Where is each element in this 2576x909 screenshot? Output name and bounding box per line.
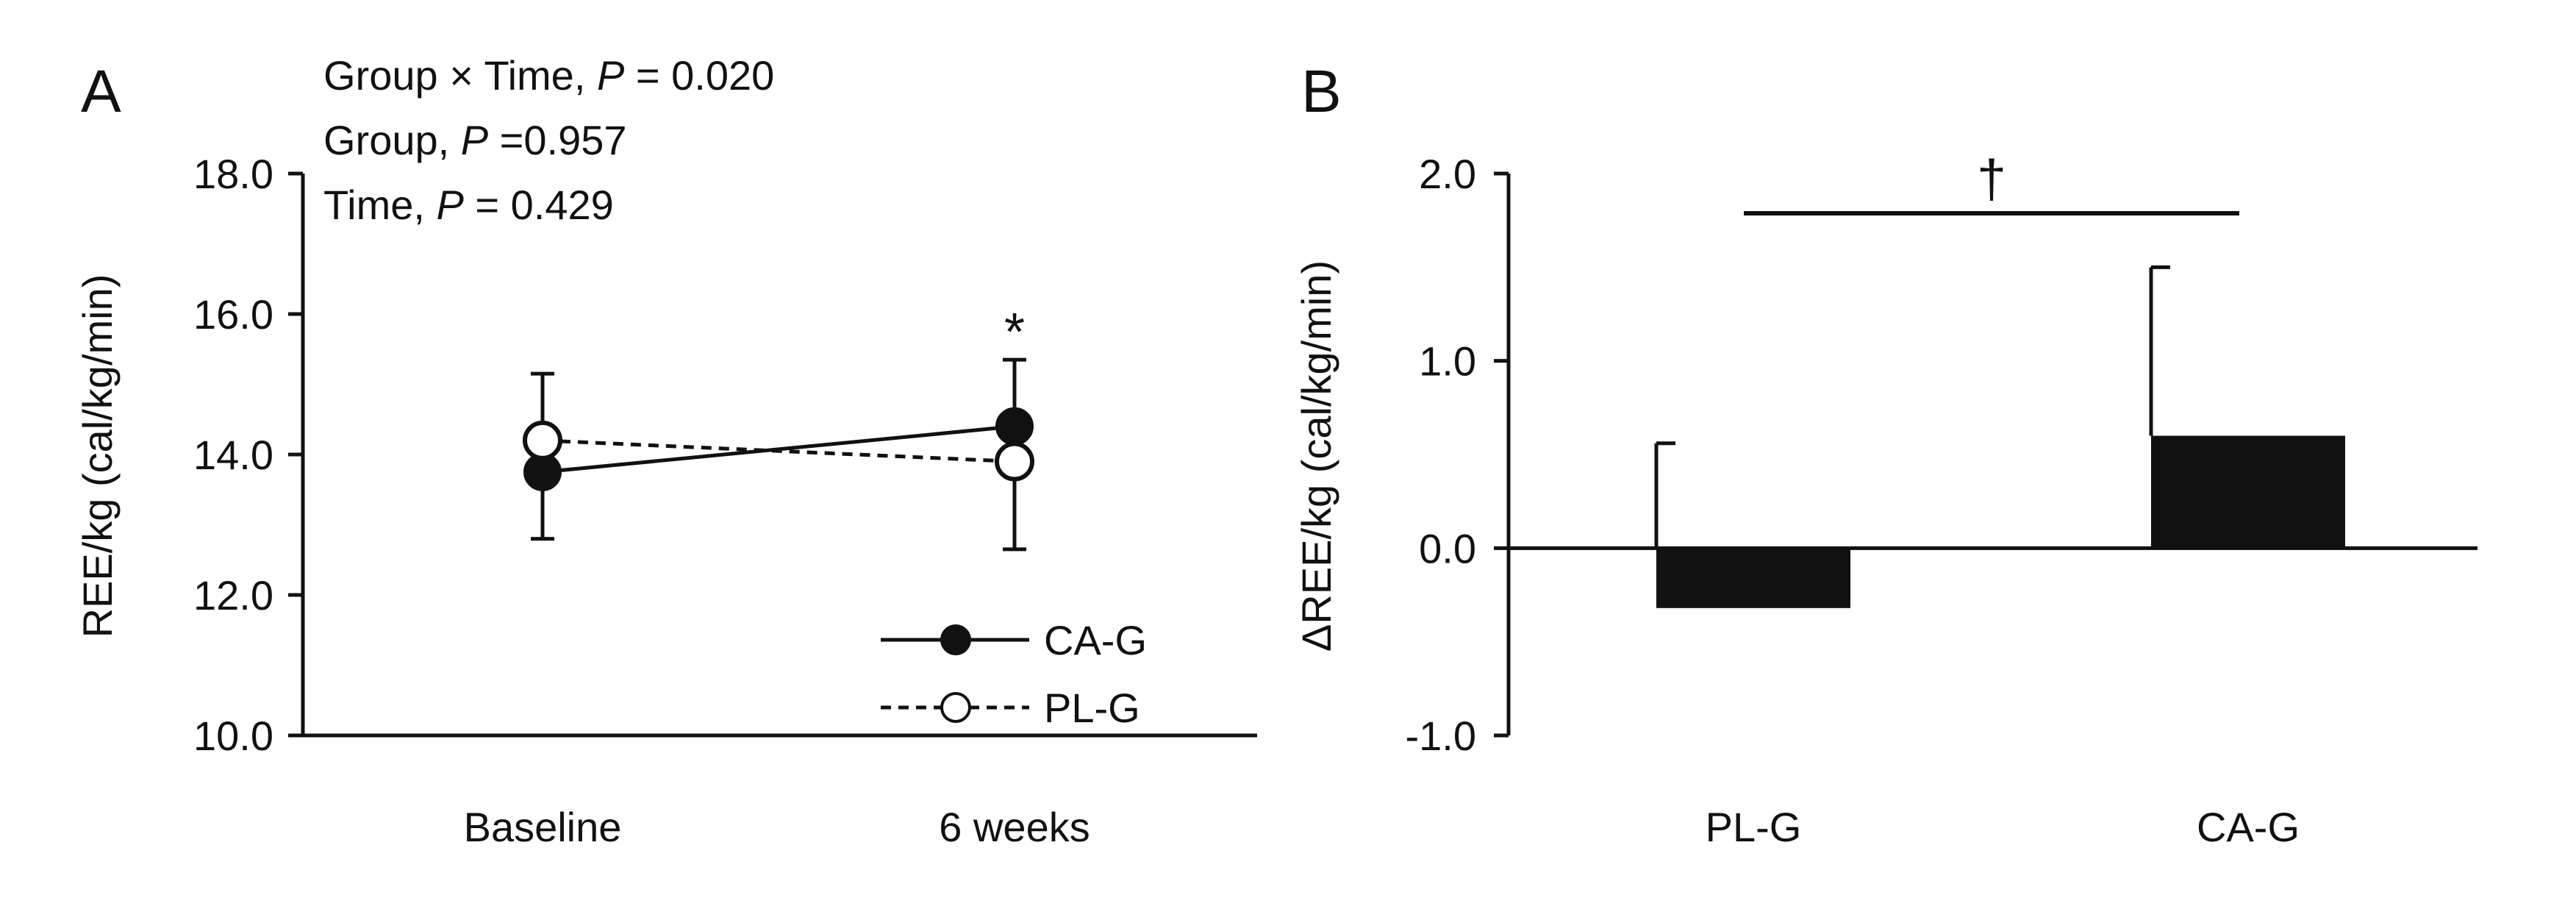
panel-a-y-tick-label: 14.0 [193, 432, 273, 478]
panel-a-label: A [81, 58, 121, 125]
panel-b-significance-dagger: † [1977, 150, 2006, 209]
legend-label-ca-g: CA-G [1044, 617, 1147, 663]
legend-label-pl-g: PL-G [1044, 685, 1140, 731]
panel-b: B ΔREE/kg (cal/kg/min) -1.0 0.0 1.0 2.0 PL-… [1293, 58, 2477, 850]
panel-a-y-axis-title: REE/kg (cal/kg/min) [74, 274, 121, 638]
panel-b-y-tick-label: -1.0 [1406, 713, 1477, 759]
panel-a-significance-asterisk: * [1004, 303, 1025, 362]
panel-b-y-tick-label: 1.0 [1419, 338, 1476, 385]
legend-marker-ca-g [940, 624, 971, 655]
panel-a-category-label: Baseline [464, 804, 622, 850]
bar [1656, 548, 1850, 608]
panel-b-label: B [1301, 58, 1342, 125]
panel-a-y-tick-label: 18.0 [193, 151, 273, 197]
panel-a-y-tick-label: 12.0 [193, 572, 273, 619]
panel-a-category-label: 6 weeks [939, 804, 1090, 850]
bar [2151, 435, 2345, 549]
panel-b-category-label: CA-G [2197, 804, 2300, 850]
panel-a: A Group × Time, P = 0.020 Group, P =0.95… [74, 52, 1257, 850]
data-point-pl-g [995, 441, 1034, 482]
panel-a-legend: CA-G PL-G [881, 617, 1147, 731]
data-point-pl-g [523, 420, 562, 460]
panel-b-y-tick-label: 0.0 [1419, 525, 1476, 571]
stat-line-group: Group, P =0.957 [323, 117, 627, 163]
panel-a-y-tick-label: 16.0 [193, 291, 273, 338]
data-point-ca-g [995, 407, 1034, 446]
series-line-ca-g [542, 424, 1015, 474]
panel-b-y-axis-title: ΔREE/kg (cal/kg/min) [1293, 260, 1339, 652]
stat-line-time: Time, P = 0.429 [323, 182, 614, 228]
stat-line-interaction: Group × Time, P = 0.020 [323, 52, 774, 99]
panel-a-y-tick-label: 10.0 [193, 713, 273, 759]
panel-b-y-tick-label: 2.0 [1419, 151, 1476, 197]
legend-marker-pl-g [940, 692, 971, 723]
panel-b-category-label: PL-G [1706, 804, 1802, 850]
